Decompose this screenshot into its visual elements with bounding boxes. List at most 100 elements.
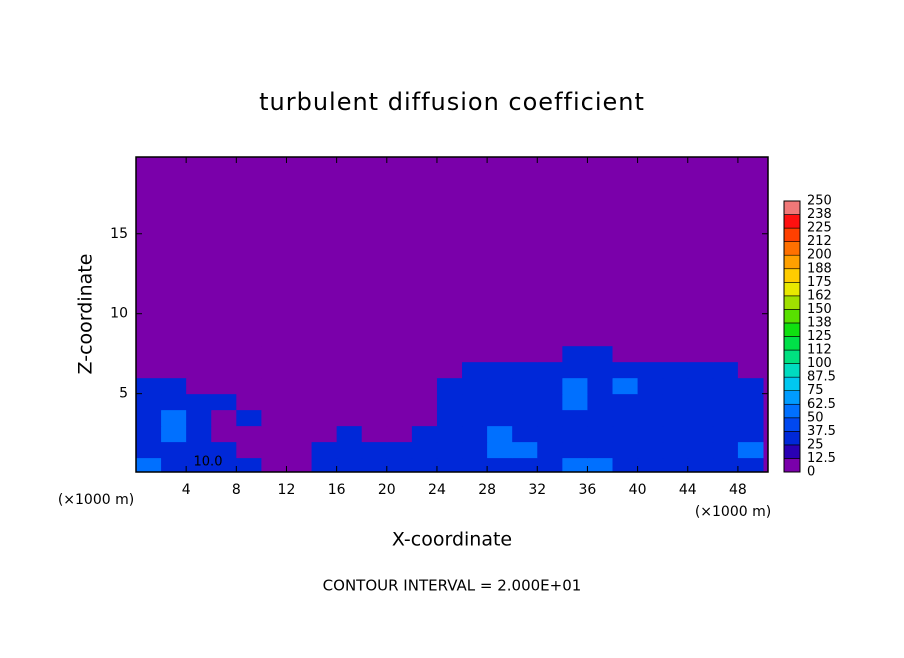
field-cell (236, 425, 262, 443)
field-cell (261, 377, 287, 395)
colorbar-frame (783, 200, 801, 473)
field-cell (462, 457, 488, 472)
field-cell (186, 441, 212, 459)
colorbar-label: 12.5 (807, 451, 836, 466)
field-cell (186, 361, 212, 379)
field-cell (487, 457, 513, 472)
field-cell (662, 409, 689, 427)
field-cell (687, 377, 714, 395)
field-cell (336, 425, 363, 443)
field-cell (512, 361, 538, 379)
field-cell (311, 425, 338, 443)
field-cell (712, 329, 739, 347)
field-cell (587, 345, 614, 363)
field-cell (411, 409, 438, 427)
colorbar-label: 0 (807, 465, 815, 480)
field-cell (411, 457, 438, 472)
colorbar-swatch (783, 363, 801, 378)
field-cell (361, 441, 388, 459)
field-cell (211, 345, 237, 363)
colorbar-label: 212 (807, 234, 832, 249)
colorbar-label: 175 (807, 275, 832, 290)
field-cell (587, 393, 614, 411)
field-cell (236, 441, 262, 459)
colorbar-label: 75 (807, 383, 824, 398)
colorbar-label: 150 (807, 302, 832, 317)
field-cell (487, 329, 513, 347)
field-cell (261, 329, 287, 347)
y-axis-label: Z-coordinate (75, 254, 97, 375)
field-cell (286, 377, 313, 395)
field-cell (336, 393, 363, 411)
field-cell (361, 361, 388, 379)
plot-frame (135, 156, 769, 473)
colorbar-swatch (783, 444, 801, 459)
field-cell (361, 425, 388, 443)
colorbar-swatch (783, 336, 801, 351)
colorbar-swatch (783, 458, 801, 473)
colorbar-label: 125 (807, 329, 832, 344)
field-cell (612, 361, 639, 379)
colorbar-swatch (783, 390, 801, 405)
field-cell (687, 409, 714, 427)
field-cell (587, 409, 614, 427)
field-cell (462, 361, 488, 379)
field-cell (136, 361, 162, 379)
field-cell (211, 425, 237, 443)
field-cell (386, 377, 413, 395)
field-cell (612, 345, 639, 363)
field-cell (236, 377, 262, 395)
footer-note: CONTOUR INTERVAL = 2.000E+01 (323, 577, 582, 595)
field-cell (361, 457, 388, 472)
colorbar-swatch (783, 309, 801, 324)
field-cell (662, 425, 689, 443)
field-cell (462, 329, 488, 347)
colorbar-label: 100 (807, 356, 832, 371)
field-cell (537, 441, 563, 459)
field-cell (637, 345, 664, 363)
colorbar-label: 250 (807, 194, 832, 209)
field-cell (161, 377, 187, 395)
field-cell (286, 425, 313, 443)
field-cell (512, 441, 538, 459)
field-cell (587, 441, 614, 459)
colorbar-swatch (783, 268, 801, 283)
field-cell (386, 425, 413, 443)
field-cell (737, 329, 764, 347)
field-cell (687, 329, 714, 347)
field-cell (386, 345, 413, 363)
field-cell (562, 409, 588, 427)
field-cell (436, 329, 463, 347)
field-cell (462, 345, 488, 363)
field-cell (662, 329, 689, 347)
field-cell (186, 345, 212, 363)
field-cell (562, 345, 588, 363)
field-cell (411, 393, 438, 411)
field-cell (186, 457, 212, 472)
field-cell (336, 361, 363, 379)
x-tick-label: 36 (579, 482, 597, 498)
x-tick-label: 8 (232, 482, 241, 498)
field-cell (662, 457, 689, 472)
field-cell (411, 441, 438, 459)
field-cell (537, 409, 563, 427)
field-cell (411, 361, 438, 379)
colorbar-swatch (783, 376, 801, 391)
field-cell (261, 441, 287, 459)
field-cell (537, 377, 563, 395)
field-cell (211, 393, 237, 411)
field-cell (336, 409, 363, 427)
field-cell (562, 361, 588, 379)
field-cell (161, 329, 187, 347)
field-cell (637, 409, 664, 427)
field-cell (737, 425, 764, 443)
field-cell (311, 377, 338, 395)
field-cell (587, 377, 614, 395)
field-cell (211, 329, 237, 347)
field-cell (261, 425, 287, 443)
field-cell (537, 329, 563, 347)
field-cell (662, 361, 689, 379)
field-cell (637, 361, 664, 379)
field-cell (436, 345, 463, 363)
field-cell (487, 425, 513, 443)
